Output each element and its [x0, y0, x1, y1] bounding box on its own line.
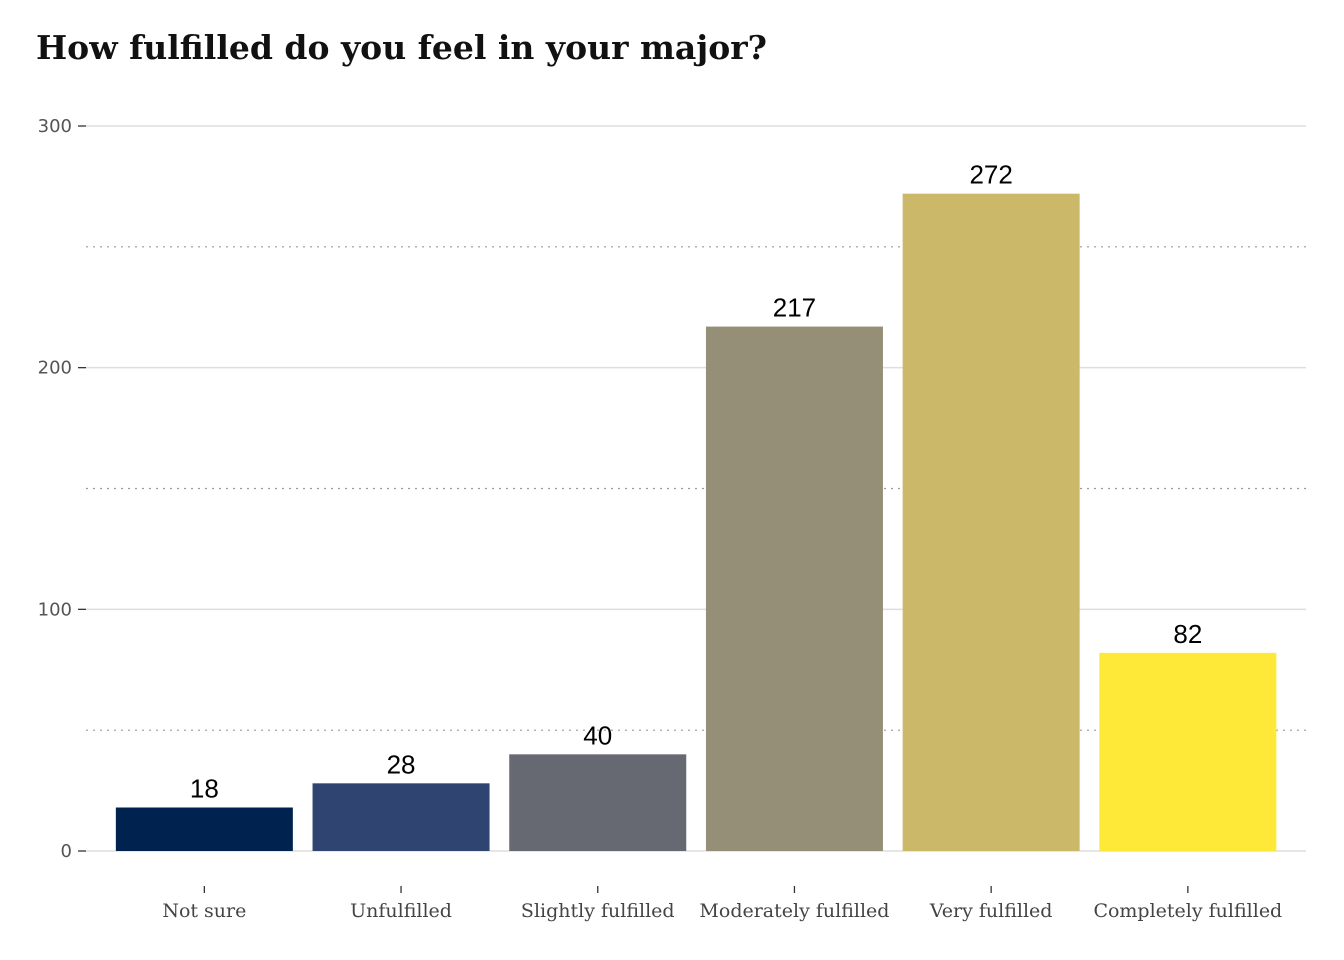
- x-tick-label: Very fulfilled: [929, 900, 1053, 922]
- bar: [312, 783, 490, 851]
- x-tick-label: Not sure: [162, 900, 246, 922]
- data-label: 40: [583, 720, 612, 750]
- x-tick-label: Slightly fulfilled: [521, 900, 675, 922]
- chart-title: How fulfilled do you feel in your major?: [36, 28, 767, 67]
- axis-layer: 0 100 200 300 Not sure Unfulfilled Slightly fu…: [38, 116, 1283, 922]
- y-tick-label: 200: [38, 358, 72, 379]
- y-tick-label: 300: [38, 116, 72, 137]
- bar: [705, 326, 883, 851]
- data-label: 272: [969, 160, 1012, 190]
- data-label: 82: [1173, 619, 1202, 649]
- bar: [509, 754, 687, 851]
- x-tick-label: Moderately fulfilled: [699, 900, 889, 922]
- bar: [1099, 652, 1277, 851]
- y-tick-label: 0: [61, 841, 72, 862]
- x-tick-label: Completely fulfilled: [1093, 900, 1282, 922]
- data-label: 28: [387, 749, 416, 779]
- data-label: 18: [190, 774, 219, 804]
- x-tick-label: Unfulfilled: [350, 900, 452, 922]
- label-layer: 18 28 40 217 272 82: [190, 160, 1202, 804]
- bar-layer: [115, 193, 1277, 851]
- bar: [902, 193, 1080, 851]
- bar: [115, 807, 293, 851]
- y-tick-label: 100: [38, 599, 72, 620]
- data-label: 217: [773, 293, 816, 323]
